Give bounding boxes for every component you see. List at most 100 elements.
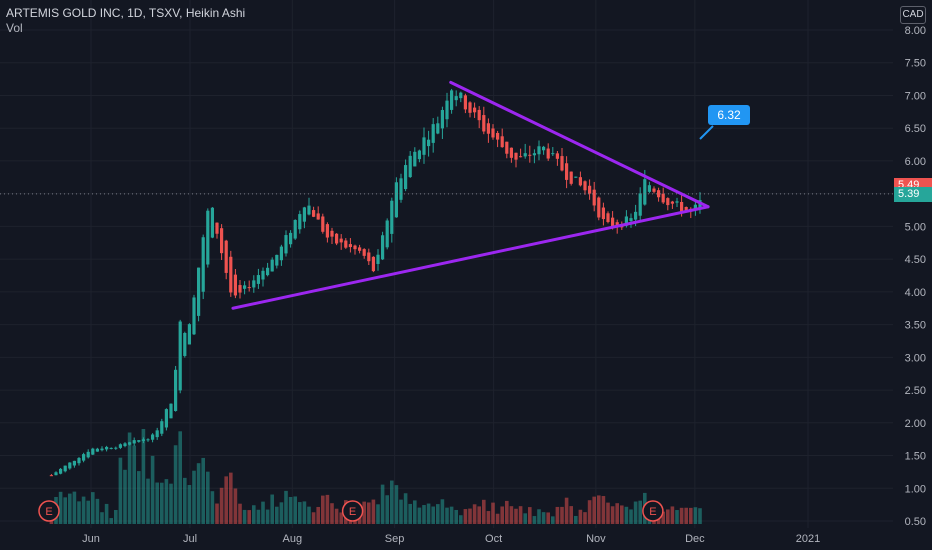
volume-bar	[486, 511, 491, 524]
candle-body	[463, 95, 467, 110]
time-axis[interactable]: Jun Jul Aug Sep Oct Nov Dec 2021	[82, 533, 820, 545]
earnings-marker[interactable]: E	[341, 500, 364, 522]
candle-body	[339, 238, 343, 243]
volume-bar	[95, 498, 100, 524]
volume-bar	[385, 495, 389, 524]
candle-body	[123, 443, 127, 447]
volume-bar	[615, 503, 619, 524]
volume-bar	[679, 507, 684, 524]
candle-body	[174, 369, 178, 411]
price-axis-label: 1.00	[905, 483, 926, 495]
volume-bar	[288, 496, 293, 524]
volume-bar	[514, 508, 518, 524]
volume-bar	[160, 482, 164, 524]
candle-body	[565, 163, 569, 180]
volume-bar	[422, 505, 426, 524]
volume-bar	[229, 472, 233, 524]
candle-body	[394, 182, 398, 218]
volume-bar	[413, 500, 417, 524]
earnings-marker[interactable]: E	[38, 500, 60, 522]
price-axis-label: 4.00	[905, 287, 926, 299]
candle-body	[615, 222, 619, 227]
candle-body	[638, 193, 642, 216]
candle-body	[624, 216, 628, 226]
lower-trendline[interactable]	[231, 205, 710, 310]
candle-body	[367, 252, 371, 262]
currency-badge[interactable]: CAD	[900, 6, 926, 24]
volume-bar	[376, 504, 380, 524]
volume-bar	[155, 482, 159, 524]
price-axis-label: 5.00	[905, 221, 926, 233]
candle-body	[109, 447, 113, 449]
volume-bar	[150, 455, 155, 524]
candle-body	[555, 153, 559, 159]
candle-body	[427, 139, 431, 147]
candle-body	[298, 214, 302, 230]
volume-bar	[670, 506, 675, 524]
candle-body	[362, 249, 366, 256]
volume-bar	[408, 503, 412, 524]
volume-bar	[206, 471, 210, 524]
volume-bar	[569, 506, 573, 524]
candle-body	[422, 137, 426, 155]
candle-body	[155, 430, 159, 438]
candle-body	[95, 448, 99, 452]
volume-bar	[477, 506, 481, 524]
earnings-marker[interactable]: E	[642, 500, 664, 522]
candle-body	[390, 200, 394, 234]
candle-body	[325, 224, 329, 238]
volume-bar	[118, 457, 123, 524]
volume-bar	[127, 432, 132, 524]
candle-body	[353, 245, 357, 250]
volume-bar	[472, 504, 477, 524]
candle-body	[670, 201, 674, 204]
volume-bar	[560, 506, 564, 524]
price-annotation[interactable]: 6.32	[699, 105, 750, 140]
volume-bar	[523, 513, 527, 524]
time-axis-label: 2021	[796, 533, 820, 545]
candle-body	[261, 270, 265, 280]
volume-bar	[77, 501, 81, 524]
volume-bar	[187, 484, 192, 524]
symbol-title[interactable]: ARTEMIS GOLD INC, 1D, TSXV, Heikin Ashi	[6, 6, 246, 20]
candle-body	[399, 178, 403, 200]
chart-legend: ARTEMIS GOLD INC, 1D, TSXV, Heikin Ashi …	[6, 6, 245, 36]
candle-body	[482, 115, 486, 132]
volume-bar	[394, 485, 399, 524]
volume-bar	[367, 502, 371, 524]
candle-body	[500, 136, 504, 148]
volume-bar	[164, 479, 169, 524]
candle-body	[229, 256, 233, 293]
candle-body	[178, 321, 182, 391]
candle-body	[275, 254, 279, 266]
volume-bar	[440, 499, 445, 524]
volume-bar	[431, 506, 435, 524]
time-axis-label: Dec	[685, 533, 705, 545]
candle-body	[252, 280, 256, 288]
candlestick-series	[49, 88, 702, 477]
candle-body	[417, 150, 421, 160]
candle-body	[197, 267, 201, 316]
candle-body	[675, 201, 679, 203]
volume-bar	[403, 493, 408, 524]
volume-bar	[196, 463, 201, 524]
volume-bar	[551, 516, 555, 524]
upper-trendline[interactable]	[449, 80, 710, 209]
candle-body	[312, 210, 316, 217]
volume-bar	[541, 512, 546, 524]
volume-bar	[532, 516, 537, 524]
candle-body	[77, 458, 81, 464]
volume-bar	[215, 503, 219, 524]
candle-body	[54, 472, 58, 476]
price-axis-label: 3.00	[905, 352, 926, 364]
volume-bar	[587, 500, 592, 524]
volume-bar	[666, 509, 670, 524]
candle-body	[459, 92, 463, 99]
volume-label[interactable]: Vol	[6, 21, 23, 35]
candle-body	[358, 247, 362, 251]
candle-body	[100, 448, 104, 451]
volume-bar	[58, 491, 63, 524]
volume-bar	[298, 502, 302, 524]
